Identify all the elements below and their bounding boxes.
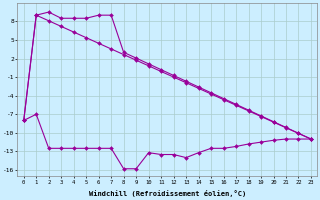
- X-axis label: Windchill (Refroidissement éolien,°C): Windchill (Refroidissement éolien,°C): [89, 190, 246, 197]
